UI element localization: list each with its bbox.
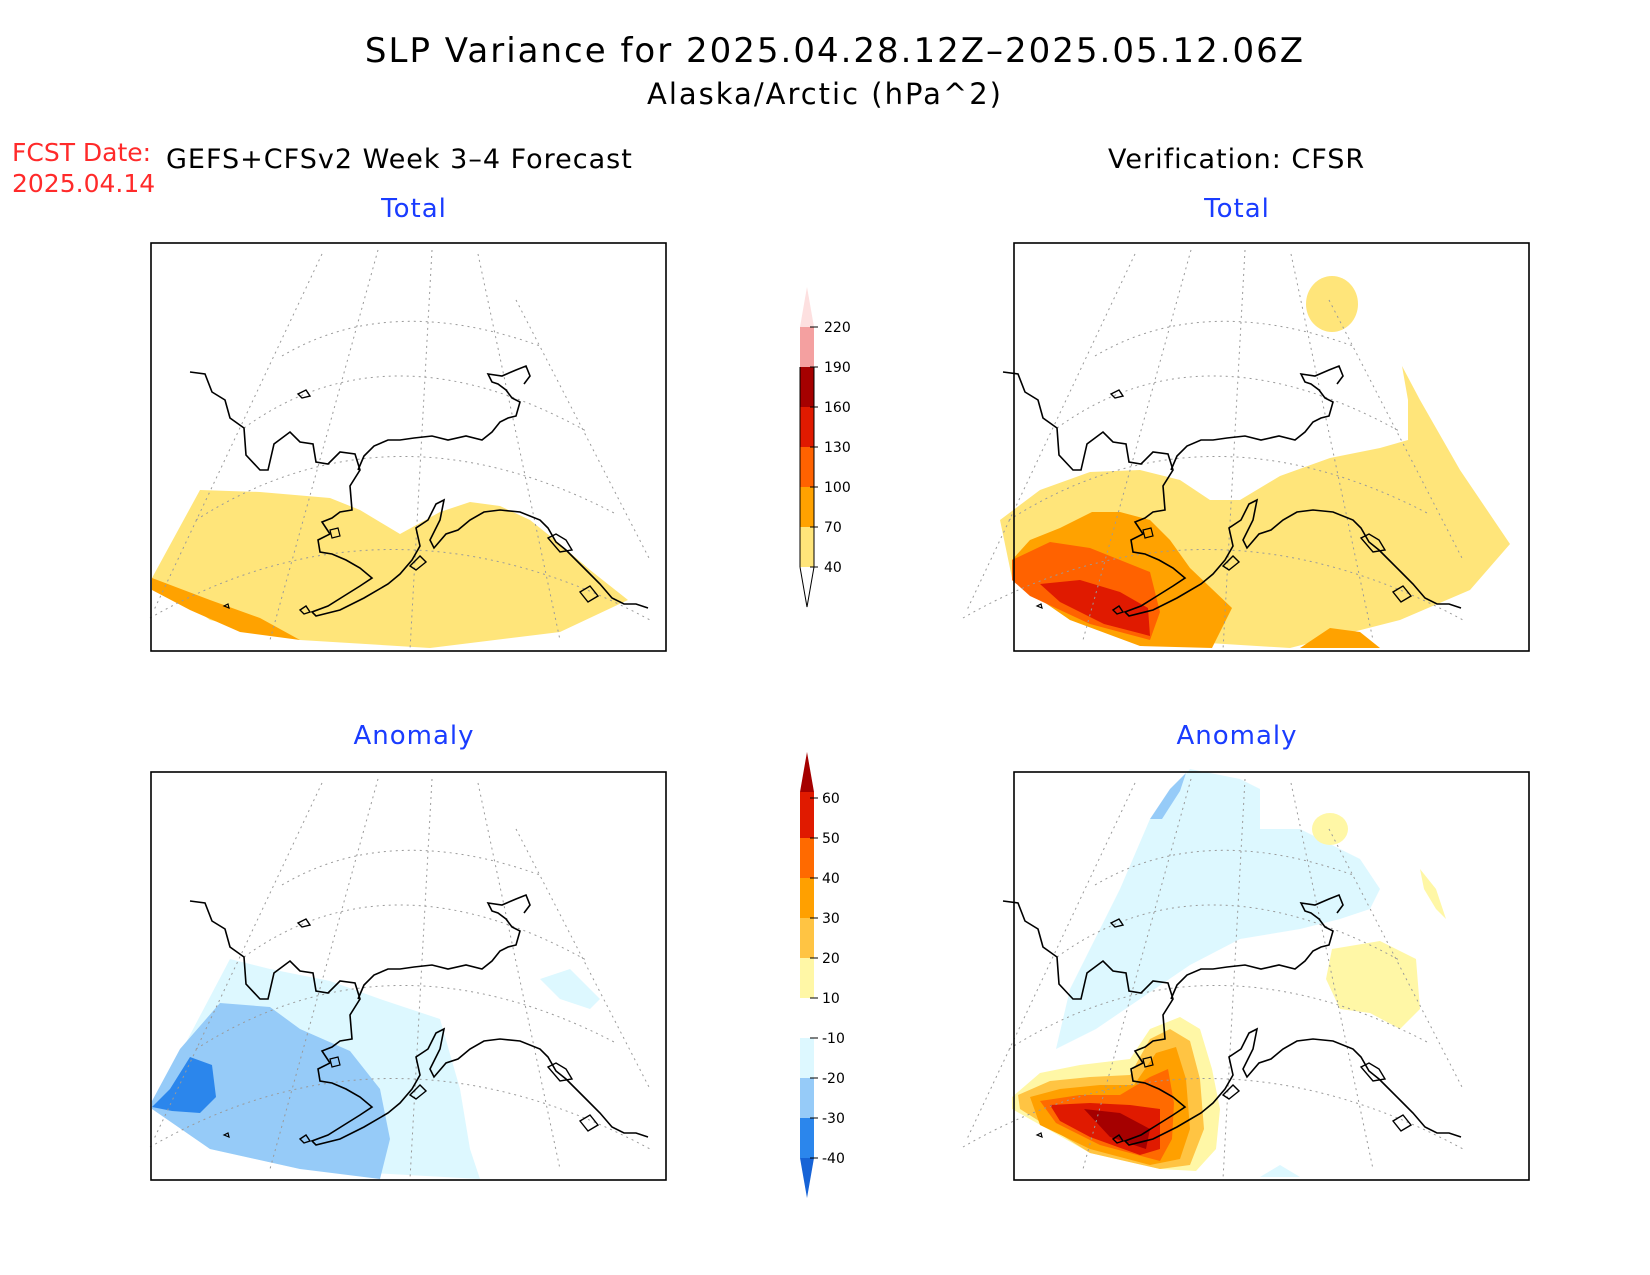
colorbar-total-swatch [800, 367, 814, 407]
colorbar-total: 40 70 100 130 160 190 220 [799, 287, 851, 608]
forecast-total-frame [150, 242, 667, 652]
colorbar-total-label: 40 [824, 560, 842, 576]
colorbar-anomaly: 60 50 40 30 20 10 -10 -20 -30 -40 [800, 752, 845, 1198]
colorbar-total-swatch [800, 407, 814, 447]
colorbar-total-swatch [800, 527, 814, 567]
colorbar-anomaly-swatch [800, 958, 814, 998]
colorbar-anomaly-swatch [800, 998, 814, 1038]
colorbar-total-label: 100 [824, 480, 851, 496]
colorbar-anomaly-swatch [800, 838, 814, 878]
colorbar-total-bottom-tip [799, 566, 815, 608]
fcst-date-value: 2025.04.14 [12, 169, 156, 198]
colorbar-anomaly-swatch [800, 878, 814, 918]
colorbar-total-label: 130 [824, 440, 851, 456]
forecast-anomaly-frame [150, 771, 667, 1181]
colorbar-anomaly-label: -10 [822, 1031, 845, 1047]
colorbar-anomaly-bottom-tip [800, 1158, 814, 1198]
colorbar-anomaly-label: 50 [822, 831, 840, 847]
colorbar-anomaly-label: 40 [822, 871, 840, 887]
colorbar-anomaly-label: 20 [822, 951, 840, 967]
colorbar-total-swatch [800, 447, 814, 487]
verification-total-title: Total [1204, 194, 1270, 224]
colorbar-anomaly-label: -30 [822, 1111, 845, 1127]
verification-column-header: Verification: CFSR [1108, 144, 1366, 175]
chart-subtitle: Alaska/Arctic (hPa^2) [647, 77, 1003, 111]
colorbar-anomaly-label: 30 [822, 911, 840, 927]
colorbar-anomaly-label: -40 [822, 1151, 845, 1167]
colorbar-anomaly-label: 60 [822, 791, 840, 807]
colorbar-anomaly-swatch [800, 1078, 814, 1118]
forecast-total-title: Total [381, 194, 447, 224]
chart-title: SLP Variance for 2025.04.28.12Z–2025.05.… [364, 31, 1306, 71]
colorbar-anomaly-swatch [800, 1038, 814, 1078]
forecast-column-header: GEFS+CFSv2 Week 3–4 Forecast [166, 144, 633, 175]
colorbar-total-label: 190 [824, 360, 851, 376]
colorbar-anomaly-label: -20 [822, 1071, 845, 1087]
verification-anomaly-title: Anomaly [1176, 721, 1298, 751]
colorbar-anomaly-top-tip [800, 752, 814, 792]
colorbar-total-label: 160 [824, 400, 851, 416]
verification-anomaly-field [1012, 769, 1446, 1177]
colorbar-total-top-tip [800, 287, 814, 327]
colorbar-anomaly-swatch [800, 918, 814, 958]
forecast-total-field [152, 490, 628, 648]
fcst-date-label: FCST Date: [12, 138, 152, 167]
colorbar-total-label: 70 [824, 520, 842, 536]
verification-anomaly-frame [1013, 771, 1530, 1181]
colorbar-anomaly-swatch [800, 792, 814, 838]
verification-total-frame [1013, 242, 1530, 652]
colorbar-total-swatch [800, 327, 814, 367]
forecast-anomaly-title: Anomaly [353, 721, 475, 751]
colorbar-anomaly-swatch [800, 1118, 814, 1158]
colorbar-anomaly-label: 10 [822, 991, 840, 1007]
colorbar-total-label: 220 [824, 320, 851, 336]
colorbar-total-swatch [800, 487, 814, 527]
